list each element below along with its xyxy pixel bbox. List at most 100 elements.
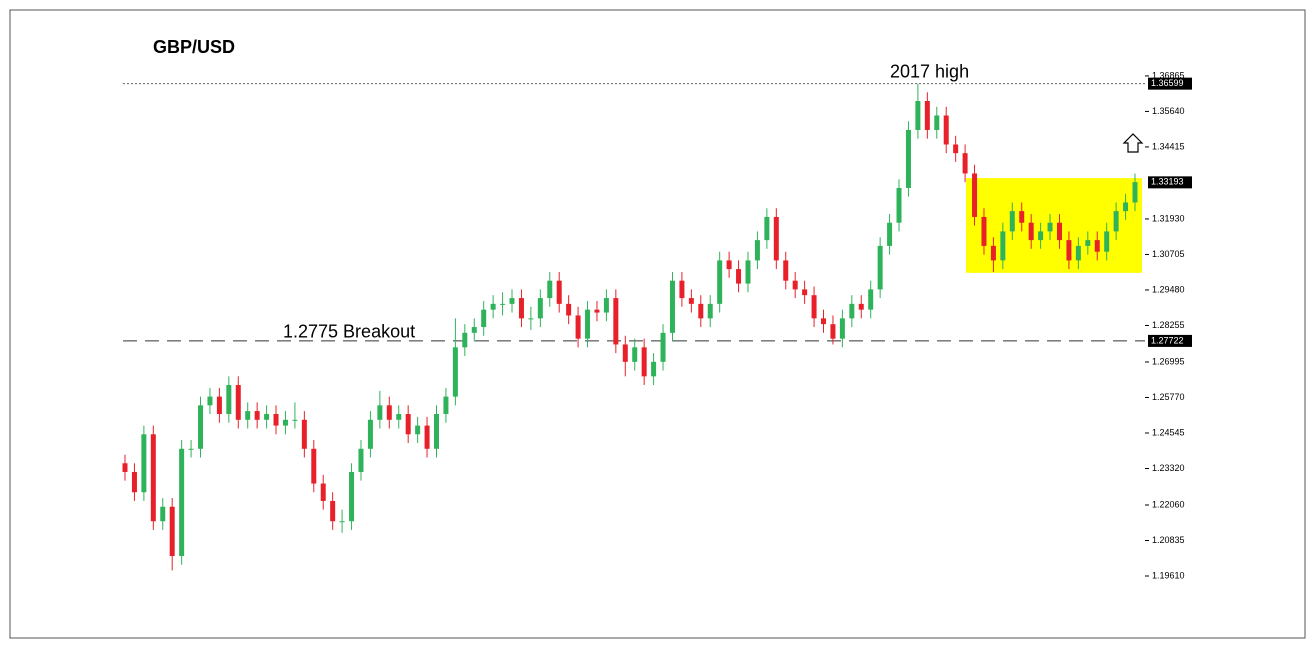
candle-body xyxy=(698,303,704,319)
candle-body xyxy=(433,414,439,449)
candle-body xyxy=(141,434,147,493)
candle-body xyxy=(915,101,921,130)
candle-body xyxy=(1019,211,1025,223)
y-tick-label: 1.29480 xyxy=(1152,284,1185,294)
candle-body xyxy=(783,260,789,281)
candle-body xyxy=(1028,222,1034,241)
candle-body xyxy=(962,153,968,174)
candle-body xyxy=(839,318,845,339)
candle-body xyxy=(122,463,128,472)
candle-body xyxy=(679,280,685,299)
candle-body xyxy=(736,269,742,284)
candle-body xyxy=(660,332,666,362)
level-price-label: 1.27722 xyxy=(1151,335,1184,345)
candle-body xyxy=(603,298,609,313)
candle-body xyxy=(575,315,581,339)
candle-body xyxy=(349,471,355,522)
candle-body xyxy=(887,222,893,246)
y-tick-label: 1.28255 xyxy=(1152,320,1185,330)
candle-body xyxy=(726,260,732,270)
candle-body xyxy=(953,144,959,154)
candle-body xyxy=(868,289,874,310)
candle-body xyxy=(594,309,600,313)
candle-body xyxy=(802,289,808,296)
candle-body xyxy=(641,347,647,377)
y-tick-label: 1.22060 xyxy=(1152,499,1185,509)
candle-body xyxy=(1104,231,1110,252)
price-axis: 1.36599 1.27722 1.19610 1.20835 1.22060 1.233… xyxy=(1145,70,1192,580)
candle-body xyxy=(386,405,392,420)
current-price-box xyxy=(1148,176,1192,189)
level-price-box xyxy=(1148,334,1192,347)
candle-body xyxy=(188,448,194,450)
candle-body xyxy=(169,506,175,557)
candle-body xyxy=(179,448,185,557)
candle-body xyxy=(943,115,949,145)
candle-body xyxy=(821,318,827,325)
candle-body xyxy=(216,396,222,415)
candle-body xyxy=(1094,240,1100,252)
candle-body xyxy=(990,245,996,261)
y-tick-label: 1.36865 xyxy=(1152,70,1185,80)
candle-body xyxy=(896,187,902,223)
candle-body xyxy=(669,280,675,333)
candle-body xyxy=(254,411,260,420)
candle-body xyxy=(245,411,251,420)
candle-body xyxy=(1132,182,1138,203)
candle-body xyxy=(830,324,836,339)
y-tick-label: 1.34415 xyxy=(1152,141,1185,151)
candle-body xyxy=(934,115,940,130)
candle-body xyxy=(235,385,241,420)
candle-body xyxy=(292,419,298,421)
candle-body xyxy=(198,405,204,449)
candle-body xyxy=(981,216,987,246)
candle-body xyxy=(1000,231,1006,261)
candle-body xyxy=(717,260,723,304)
candle-body xyxy=(1085,240,1091,246)
candle-body xyxy=(1066,240,1072,261)
candle-body xyxy=(226,385,232,415)
candle-body xyxy=(764,216,770,241)
candle-body xyxy=(405,414,411,435)
candle-body xyxy=(207,396,213,406)
candle-body xyxy=(792,280,798,290)
chart-frame xyxy=(9,9,1306,639)
candle-body xyxy=(688,298,694,304)
candle-body xyxy=(160,506,166,522)
candle-body xyxy=(858,303,864,310)
candle-body xyxy=(282,419,288,426)
y-tick-label: 1.19610 xyxy=(1152,570,1185,580)
level-price-box xyxy=(1148,77,1192,90)
annotation: 1.2775 Breakout xyxy=(283,322,415,342)
current-price-label: 1.33193 xyxy=(1151,177,1184,187)
candle-body xyxy=(424,425,430,449)
candle-body xyxy=(754,240,760,261)
candle-body xyxy=(358,448,364,472)
up-arrow xyxy=(1122,133,1144,153)
candle-body xyxy=(585,309,591,339)
candle-body xyxy=(566,303,572,316)
candle-body xyxy=(264,414,270,420)
y-tick-label: 1.26995 xyxy=(1152,356,1185,366)
candle-body xyxy=(415,425,421,435)
candle-body xyxy=(905,129,911,188)
candle-body xyxy=(509,298,515,304)
candle-body xyxy=(396,414,402,420)
chart-title: GBP/USD xyxy=(153,37,235,57)
candle-body xyxy=(377,405,383,420)
candle-body xyxy=(500,303,506,305)
candle-body xyxy=(518,298,524,319)
candle-body xyxy=(471,327,477,333)
candle-body xyxy=(462,332,468,348)
candle-body xyxy=(1075,245,1081,261)
candle-body xyxy=(811,295,817,319)
candle-body xyxy=(877,245,883,290)
y-tick-label: 1.20835 xyxy=(1152,535,1185,545)
candle-body xyxy=(622,344,628,362)
candle-body xyxy=(528,318,534,320)
candle-body xyxy=(632,347,638,362)
candle-body xyxy=(707,303,713,319)
candle-body xyxy=(849,303,855,319)
candle-body xyxy=(273,414,279,426)
